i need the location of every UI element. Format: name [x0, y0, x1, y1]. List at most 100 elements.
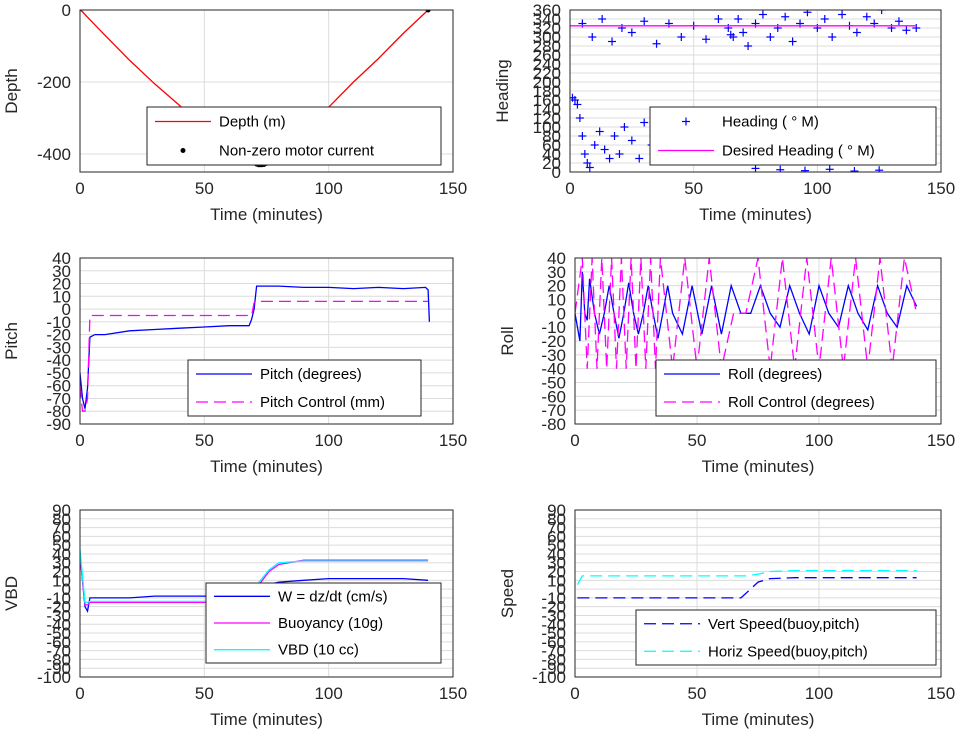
series-point [585, 163, 594, 172]
y-tick-label: 40 [52, 545, 71, 564]
legend: Pitch (degrees) Pitch Control (mm) [187, 359, 422, 417]
legend-swatch [682, 117, 690, 126]
y-tick-label: -70 [541, 401, 566, 420]
y-tick-label: -80 [541, 415, 566, 434]
axes-frame [79, 257, 454, 425]
x-tick-label: 50 [195, 179, 214, 198]
subplot-2: 0 50 100 1500204060801001201401601802002202… [493, 1, 955, 224]
legend-label: VBD (10 cc) [278, 642, 359, 659]
y-tick-label: -80 [541, 650, 566, 669]
y-tick-label: -30 [46, 338, 71, 357]
y-tick-label: 20 [542, 154, 561, 173]
series-point [600, 145, 609, 154]
legend: Depth (m) Non-zero motor current [146, 106, 442, 166]
legend-label: Pitch Control (mm) [260, 394, 385, 411]
x-axis-label: Time (minutes) [210, 205, 323, 224]
x-tick-label: 50 [688, 431, 707, 450]
series-point [758, 10, 767, 19]
y-tick-label: 30 [52, 554, 71, 573]
subplot-5: 0 50 100 1509080706050403020100-10-20-30-40… [2, 501, 467, 729]
series-group [80, 285, 431, 412]
series-point [575, 114, 584, 122]
series-point [862, 12, 871, 21]
y-tick-label: -60 [46, 633, 71, 652]
legend-label: W = dz/dt (cm/s) [278, 588, 388, 605]
series-point [580, 150, 589, 158]
y-tick-label: 10 [52, 287, 71, 306]
series-point [702, 35, 711, 44]
y-tick-label: -30 [46, 606, 71, 625]
series-point [800, 166, 809, 172]
y-tick-label: 240 [533, 55, 561, 74]
series-point [875, 166, 884, 172]
y-tick-label: -10 [46, 313, 71, 332]
series-point [788, 37, 797, 46]
x-tick-label: 100 [805, 684, 833, 703]
series-point [744, 42, 753, 50]
axes-frame [569, 9, 942, 173]
legend-label: Roll (degrees) [728, 366, 822, 383]
axes-frame [574, 509, 942, 678]
y-tick-label: -50 [46, 364, 71, 383]
series-group [576, 569, 917, 599]
legend: Roll (degrees) Roll Control (degrees) [655, 359, 937, 417]
series-point [766, 33, 775, 41]
legend-label: Buoyancy (10g) [278, 615, 383, 632]
x-tick-label: 50 [688, 684, 707, 703]
y-tick-label: -400 [37, 145, 71, 164]
y-tick-label: 90 [52, 501, 71, 520]
y-tick-label: -40 [46, 615, 71, 634]
y-tick-label: 50 [547, 536, 566, 555]
series-point [734, 15, 743, 23]
axes-frame [574, 257, 942, 425]
y-tick-label: -20 [46, 326, 71, 345]
x-tick-label: 100 [314, 684, 342, 703]
legend-label: Heading ( ° M) [722, 114, 819, 131]
legend-label: Horiz Speed(buoy,pitch) [708, 643, 868, 660]
series-point [726, 30, 735, 39]
x-axis-label: Time (minutes) [210, 710, 323, 729]
y-tick-label: 10 [52, 571, 71, 590]
y-tick-label: 360 [533, 1, 561, 20]
y-tick-label: 0 [557, 304, 566, 323]
series-point [605, 154, 614, 163]
series-point [598, 15, 607, 23]
y-tick-label: -70 [46, 642, 71, 661]
series-line-1 [575, 271, 918, 342]
y-tick-label: 40 [547, 249, 566, 268]
y-tick-label: 80 [542, 127, 561, 146]
series-point [640, 17, 649, 26]
x-tick-label: 0 [570, 431, 579, 450]
y-tick-label: 0 [62, 1, 71, 20]
series-point [714, 15, 723, 23]
series-point [627, 28, 636, 37]
legend-swatch [180, 148, 186, 153]
series-line-2 [80, 300, 429, 412]
y-tick-label: -90 [46, 659, 71, 678]
legend-box [649, 106, 937, 166]
y-tick-label: -200 [37, 73, 71, 92]
series-point [578, 132, 587, 140]
y-tick-label: 20 [52, 275, 71, 294]
series-point [803, 10, 812, 17]
subplot-4: 0 50 100 150403020100-10-20-30-40-50-60-70-… [498, 249, 955, 476]
series-point [627, 136, 636, 145]
series-point [620, 123, 629, 131]
series-point [608, 37, 617, 46]
y-tick-label: 100 [533, 118, 561, 137]
series-point [425, 10, 431, 13]
series-point [852, 28, 861, 37]
y-axis-label: Speed [498, 569, 517, 618]
y-tick-label: 340 [533, 10, 561, 29]
series-line-1 [577, 577, 917, 599]
y-tick-label: 90 [547, 501, 566, 520]
legend-label: Vert Speed(buoy,pitch) [708, 616, 859, 633]
legend-box [187, 359, 422, 417]
y-axis-label: Heading [493, 59, 512, 122]
x-tick-label: 150 [927, 431, 955, 450]
x-tick-label: 0 [75, 684, 84, 703]
y-tick-label: 40 [547, 545, 566, 564]
legend: Heading ( ° M) Desired Heading ( ° M) [649, 106, 937, 166]
y-tick-label: -10 [46, 589, 71, 608]
